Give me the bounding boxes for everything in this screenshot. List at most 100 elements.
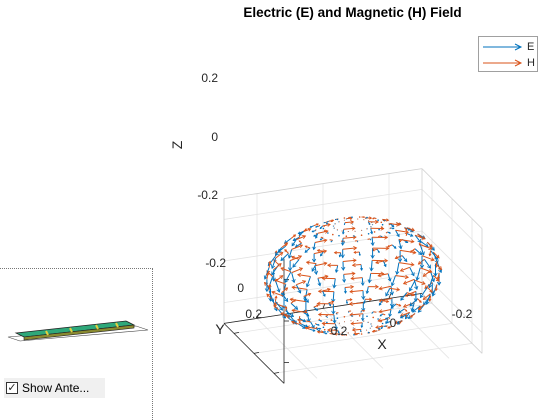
field-arrow — [322, 288, 331, 292]
arrow-head — [281, 292, 286, 298]
arrow-head — [293, 299, 297, 303]
field-arrow — [344, 221, 354, 224]
field-arrow — [344, 287, 347, 294]
arrow-head — [399, 267, 404, 272]
arrow-head — [317, 323, 320, 326]
field-arrow — [352, 264, 362, 266]
field-point — [360, 333, 363, 335]
field-point — [343, 217, 346, 219]
field-arrow — [305, 245, 311, 249]
field-arrow — [361, 322, 363, 328]
arrow-head — [418, 251, 423, 256]
arrow-head — [375, 260, 380, 265]
field-arrow — [382, 218, 389, 221]
grid-line — [421, 189, 483, 250]
field-arrow — [351, 277, 363, 280]
field-point — [372, 217, 375, 220]
arrow-head — [418, 308, 422, 311]
arrow-head — [316, 304, 319, 308]
field-arrow — [281, 242, 288, 248]
arrow-head — [324, 229, 329, 234]
arrow-head — [394, 320, 399, 325]
arrow-head — [414, 285, 419, 291]
field-arrow — [315, 232, 319, 239]
arrow-head — [383, 325, 386, 328]
field-arrow — [280, 267, 292, 273]
arrow-head — [294, 305, 299, 310]
field-arrow — [406, 292, 415, 296]
arrow-head — [422, 272, 427, 277]
field-arrow — [419, 244, 425, 256]
field-arrow — [395, 229, 409, 233]
checkbox-icon[interactable]: ✓ — [6, 382, 18, 394]
arrow-head — [380, 327, 383, 330]
arrow-head — [385, 292, 390, 297]
field-arrow — [400, 314, 407, 319]
show-antenna-checkbox[interactable]: ✓ Show Ante... — [4, 378, 105, 398]
arrow-head — [325, 332, 328, 335]
arrow-head — [311, 230, 314, 233]
legend[interactable]: E H — [478, 36, 538, 72]
arrow-head — [349, 289, 354, 294]
arrow-head — [411, 308, 417, 313]
field-point — [372, 316, 375, 319]
field-arrow — [313, 242, 316, 250]
field-arrow — [382, 219, 386, 222]
field-arrow — [411, 302, 415, 312]
arrow-head — [297, 289, 302, 294]
arrow-head — [399, 321, 402, 324]
arrow-head — [304, 309, 307, 312]
field-arrow — [306, 326, 317, 329]
field-arrow — [306, 261, 317, 265]
field-arrow — [409, 280, 416, 292]
arrow-head — [298, 240, 301, 243]
field-point — [330, 319, 333, 321]
field-arrow — [284, 314, 289, 319]
arrow-head — [397, 310, 402, 314]
field-arrow — [366, 286, 369, 294]
arrow-head — [387, 277, 392, 282]
arrow-head — [410, 262, 415, 267]
field-arrow — [403, 278, 415, 285]
field-arrow — [412, 305, 421, 313]
arrow-head — [327, 327, 332, 333]
field-arrow — [422, 270, 431, 277]
field-arrow — [317, 230, 329, 234]
field-arrow — [317, 249, 324, 252]
arrow-head — [289, 313, 295, 317]
field-arrow — [368, 273, 372, 283]
arrow-head — [303, 309, 309, 314]
arrow-head — [396, 233, 400, 238]
y-tick — [233, 332, 240, 334]
field-arrow — [303, 228, 311, 232]
field-arrow — [303, 312, 310, 317]
arrow-head — [302, 235, 307, 239]
arrow-head — [361, 317, 365, 322]
field-arrow — [342, 247, 357, 250]
arrow-head — [387, 326, 390, 329]
field-point — [378, 327, 380, 330]
field-arrow — [318, 318, 321, 321]
arrow-head — [386, 218, 390, 222]
arrow-head — [393, 246, 397, 249]
arrow-head — [385, 246, 390, 251]
arrow-head — [417, 308, 422, 313]
arrow-head — [331, 219, 335, 222]
field-arrow — [295, 242, 302, 248]
field-arrow — [414, 234, 426, 240]
field-arrow — [435, 263, 442, 270]
field-arrow — [335, 312, 339, 314]
field-arrow — [369, 238, 372, 241]
field-arrow — [268, 284, 271, 291]
arrow-head — [428, 298, 432, 302]
arrow-head — [350, 321, 355, 326]
arrow-head — [369, 267, 374, 272]
field-arrow — [421, 255, 435, 261]
arrow-head — [397, 258, 403, 263]
arrow-head — [284, 242, 289, 246]
field-arrow — [266, 272, 269, 280]
field-arrow — [416, 267, 421, 281]
arrow-head — [360, 282, 365, 286]
arrow-head — [418, 243, 422, 246]
